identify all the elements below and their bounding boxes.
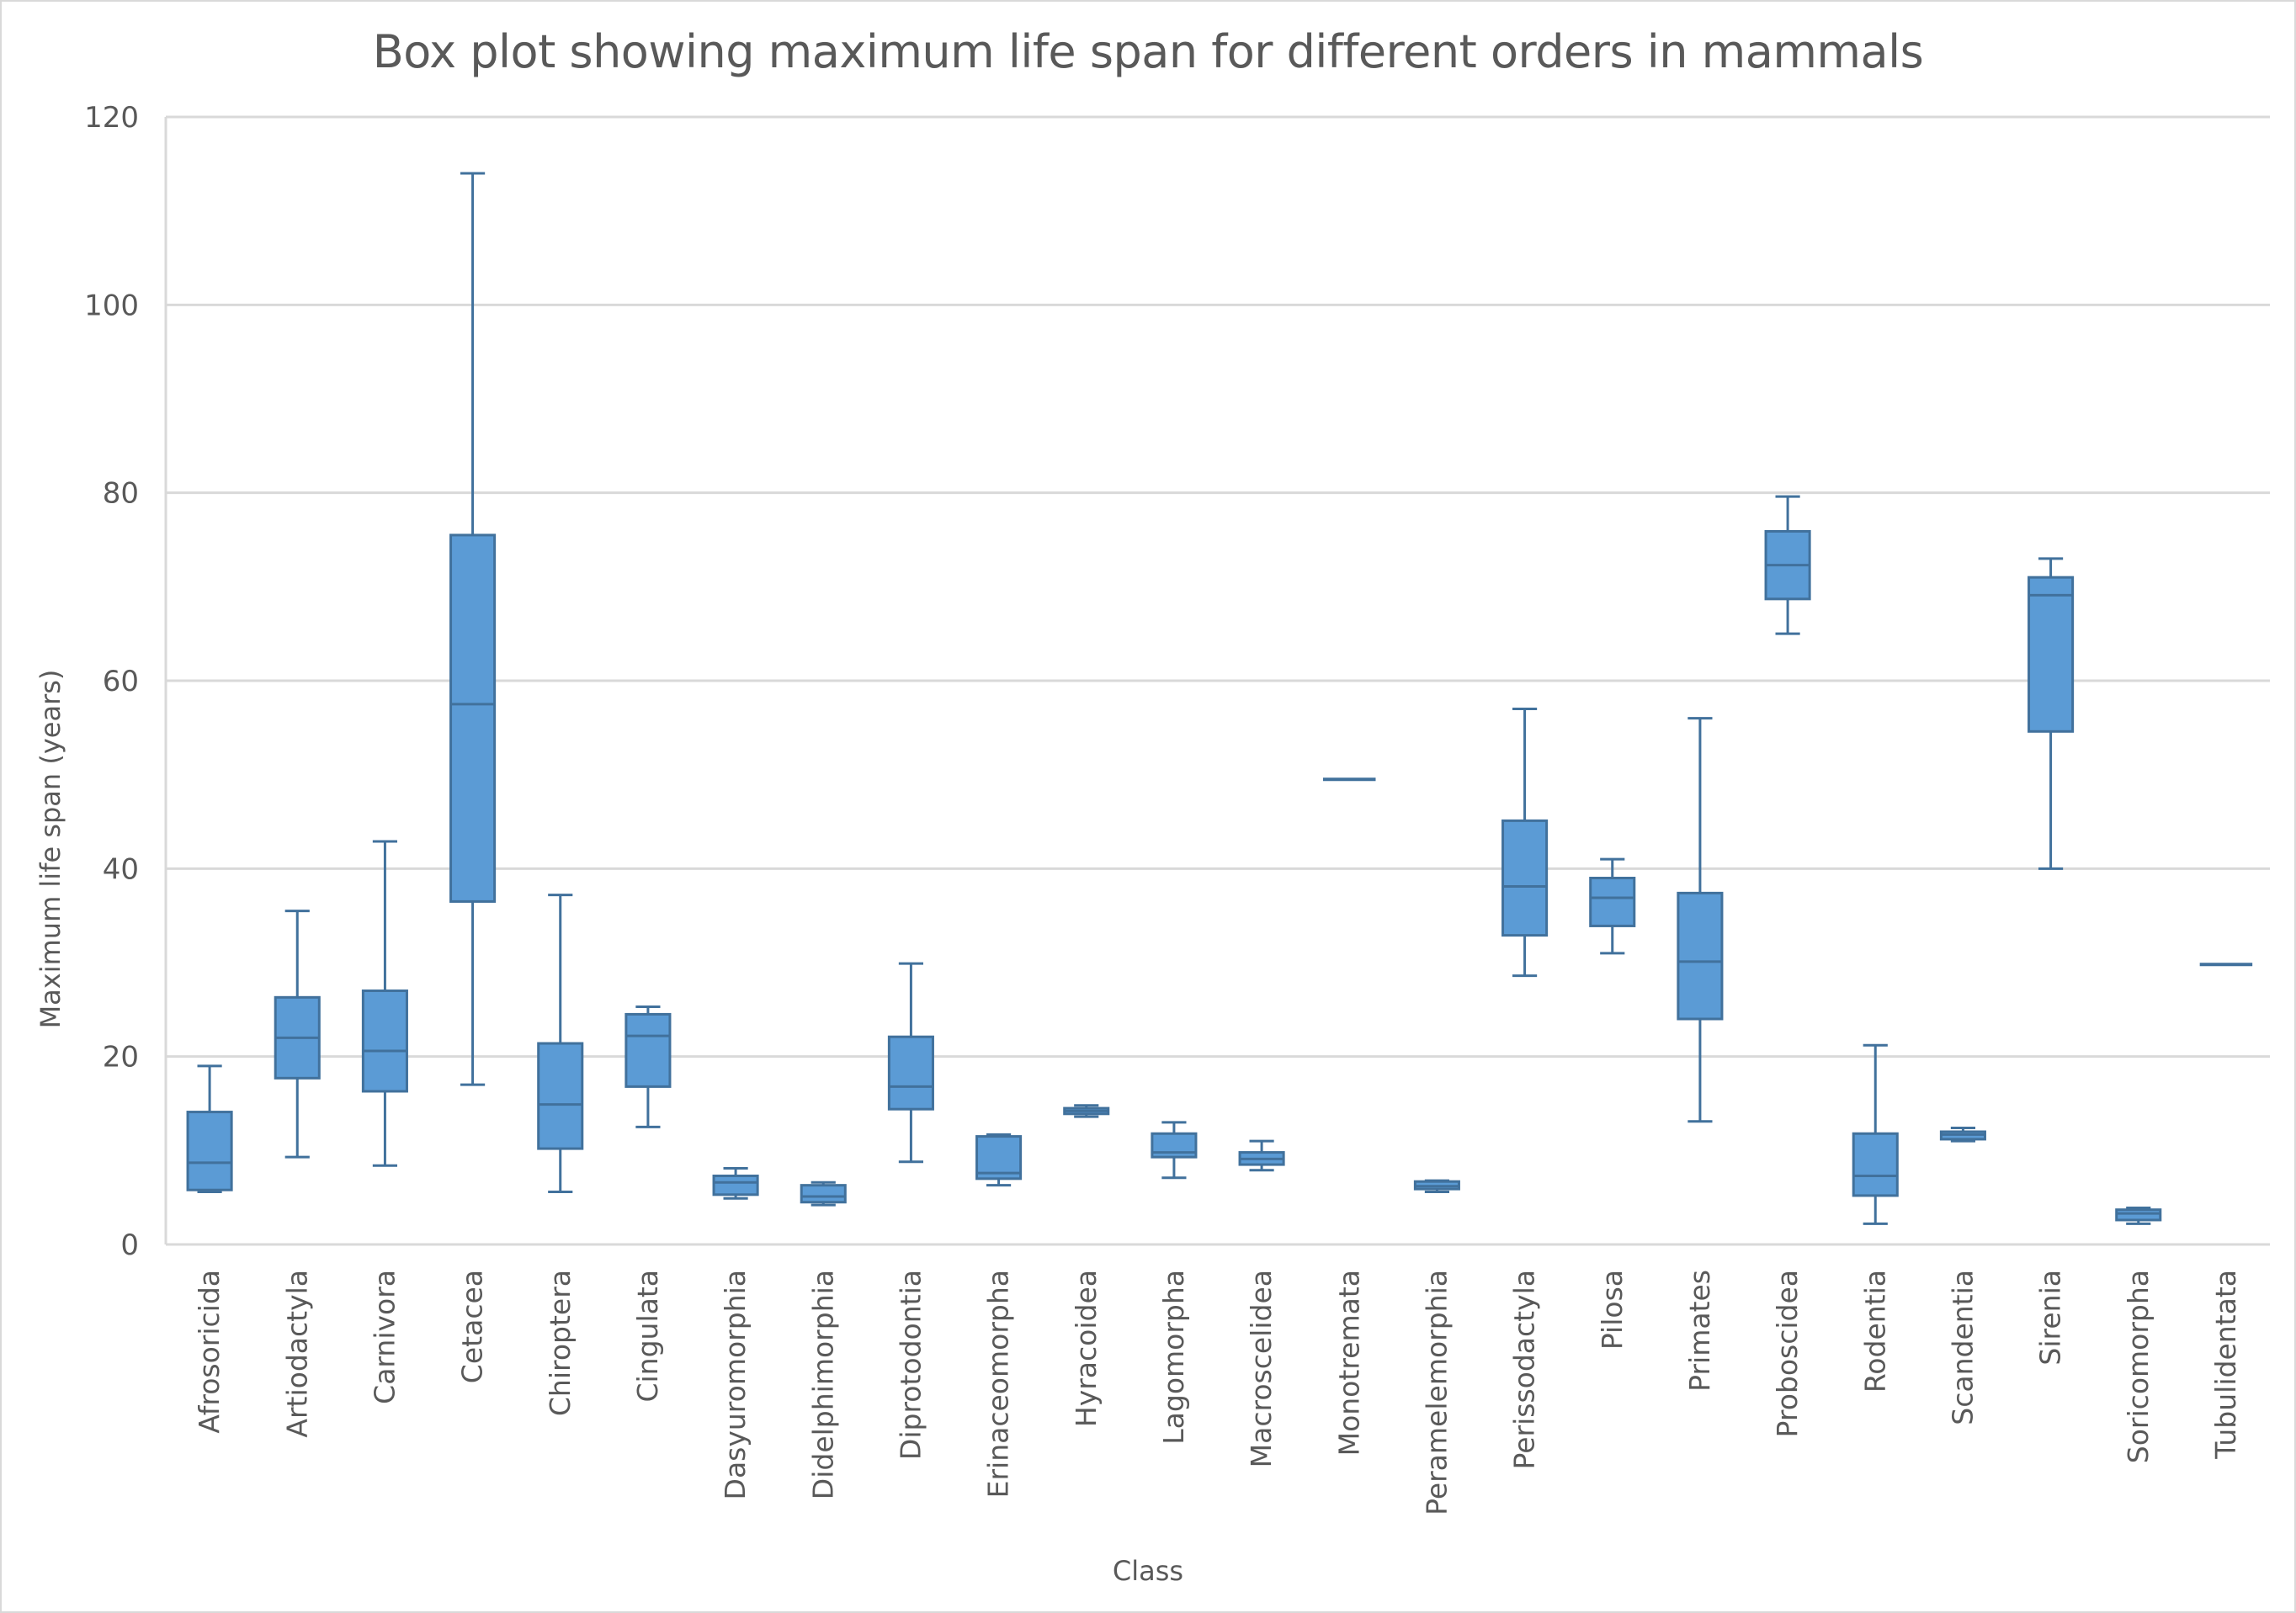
y-tick-label: 120 [84, 101, 139, 135]
gridlines [164, 115, 2270, 1246]
box-primates [1677, 717, 1724, 1123]
box-sirenia [2028, 557, 2075, 870]
x-tick-label: Macroscelidea [1245, 1270, 1278, 1467]
x-tick-label: Soricomorpha [2122, 1270, 2155, 1463]
box-rodentia [1852, 1043, 1899, 1225]
box-cetacea [449, 172, 497, 1086]
y-tick-label: 40 [103, 852, 139, 886]
box-lagomorpha [1151, 1121, 1198, 1180]
box-artiodactyla [274, 910, 321, 1159]
y-tick-label: 80 [103, 477, 139, 511]
x-tick-label: Tubulidentata [2209, 1270, 2242, 1460]
box-erinaceomorpha [975, 1133, 1023, 1187]
y-tick-label: 100 [84, 289, 139, 322]
chart-title: Box plot showing maximum life span for d… [372, 25, 1924, 78]
box-afrosoricida [186, 1064, 233, 1193]
x-axis-ticks: Afrosoricida Artiodactyla Carnivora Cetacea… [193, 1270, 2242, 1515]
boxes [186, 172, 2253, 1225]
y-tick-label: 60 [103, 665, 139, 698]
box-diprotodontia [887, 962, 934, 1164]
y-axis-ticks: 0 20 40 60 80 100 120 [84, 101, 139, 1262]
box-scandentia [1939, 1127, 1986, 1143]
box-chiroptera [537, 894, 584, 1193]
x-tick-label: Rodentia [1858, 1270, 1891, 1393]
x-tick-label: Lagomorpha [1157, 1270, 1190, 1445]
x-tick-label: Monotremata [1332, 1270, 1365, 1456]
x-tick-label: Hyracoidea [1070, 1270, 1103, 1427]
box-soricomorpha [2115, 1206, 2162, 1225]
x-tick-label: Sirenia [2034, 1270, 2067, 1366]
box-peramelemorphia [1413, 1179, 1460, 1193]
x-tick-label: Didelphimorphia [806, 1270, 839, 1499]
box-proboscidea [1764, 495, 1811, 635]
box-didelphimorphia [800, 1181, 847, 1207]
x-tick-label: Proboscidea [1771, 1270, 1804, 1437]
x-tick-label: Cingulata [631, 1270, 664, 1403]
x-tick-label: Artiodactyla [280, 1270, 313, 1438]
x-tick-label: Carnivora [368, 1270, 401, 1404]
x-tick-label: Scandentia [1946, 1270, 1979, 1425]
box-cingulata [624, 1005, 672, 1128]
x-tick-label: Peramelemorphia [1420, 1270, 1453, 1515]
x-tick-label: Cetacea [456, 1270, 489, 1383]
x-tick-label: Afrosoricida [193, 1270, 226, 1434]
y-tick-label: 20 [103, 1041, 139, 1074]
box-macroscelidea [1238, 1139, 1285, 1172]
y-tick-label: 0 [120, 1228, 139, 1262]
x-axis-label: Class [1112, 1555, 1184, 1587]
x-tick-label: Perissodactyla [1508, 1270, 1541, 1470]
box-carnivora [361, 840, 408, 1167]
x-tick-label: Dasyuromorphia [719, 1270, 752, 1499]
x-tick-label: Diprotodontia [894, 1270, 927, 1460]
x-tick-label: Erinaceomorpha [982, 1270, 1015, 1498]
box-dasyuromorphia [712, 1167, 759, 1200]
x-tick-label: Primates [1683, 1270, 1716, 1392]
box-pilosa [1589, 857, 1636, 955]
x-tick-label: Chiroptera [544, 1270, 577, 1416]
box-perissodactyla [1501, 708, 1549, 978]
x-tick-label: Pilosa [1596, 1270, 1629, 1350]
box-hyracoidea [1063, 1104, 1110, 1118]
